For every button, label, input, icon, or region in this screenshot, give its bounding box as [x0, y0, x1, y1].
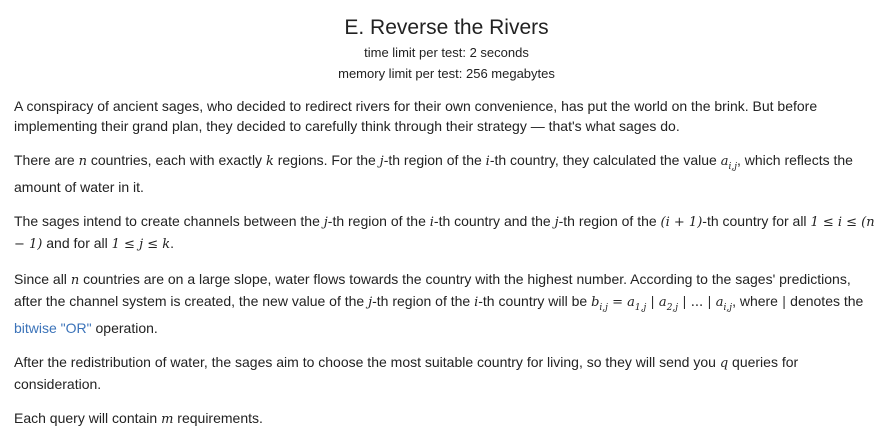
math-or: |	[646, 295, 659, 310]
problem-header: E. Reverse the Rivers time limit per tes…	[0, 0, 893, 84]
math-i-plus-1: (i + 1)	[660, 215, 703, 230]
math-q: q	[719, 356, 729, 371]
statement-text: After the redistribution of water, the s…	[14, 354, 720, 370]
math-pipe: |	[781, 295, 787, 310]
math-i: i	[429, 215, 434, 230]
statement-text: countries are on a large slope, water fl…	[14, 271, 851, 309]
statement-paragraph-3: The sages intend to create channels betw…	[14, 211, 879, 255]
math-i: i	[485, 154, 490, 169]
statement-text: and for all	[42, 235, 112, 251]
math-i: i	[474, 295, 479, 310]
math-condition-i: 1 ≤ i ≤ (n − 1)	[14, 215, 875, 252]
math-n: n	[78, 154, 87, 169]
math-subscript: i,j	[723, 303, 733, 313]
statement-text: -th region of the	[383, 152, 486, 168]
statement-text: , where	[732, 293, 782, 309]
statement-text: -th region of the	[327, 213, 430, 229]
statement-text: -th region of the	[558, 213, 661, 229]
math-subscript: i,j	[599, 303, 608, 313]
statement-paragraph-6: Each query will contain m requirements.	[14, 408, 879, 430]
math-subscript: 2,j	[666, 303, 679, 313]
math-or-ellipsis: | ... |	[678, 295, 716, 310]
math-a: a	[627, 295, 635, 310]
memory-limit: memory limit per test: 256 megabytes	[338, 66, 555, 81]
statement-text: requirements.	[173, 410, 263, 426]
math-subscript: i,j	[728, 162, 737, 172]
math-a: a	[715, 295, 724, 310]
statement-text: operation.	[91, 320, 158, 336]
math-m: m	[161, 412, 174, 427]
statement-text: -th country and the	[433, 213, 555, 229]
math-subscript: 1,j	[634, 303, 647, 313]
statement-text: -th country, they calculated the value	[489, 152, 721, 168]
bitwise-or-link[interactable]: bitwise "OR"	[14, 320, 92, 336]
math-condition-j: 1 ≤ j ≤ k	[111, 237, 171, 252]
problem-statement: A conspiracy of ancient sages, who decid…	[14, 96, 879, 430]
statement-text: -th country for all	[702, 213, 811, 229]
math-j: j	[379, 154, 384, 169]
statement-paragraph-4: Since all n countries are on a large slo…	[14, 269, 879, 338]
statement-text: denotes the	[786, 293, 864, 309]
statement-text: The sages intend to create channels betw…	[14, 213, 324, 229]
statement-text: queries for consideration.	[14, 354, 799, 392]
math-n: n	[70, 273, 80, 288]
math-b: b	[591, 295, 600, 310]
statement-text: Each query will contain	[14, 410, 162, 426]
statement-text: -th country will be	[478, 293, 592, 309]
statement-text: , which reflects the amount of water in …	[14, 152, 853, 195]
statement-text: countries, each with exactly	[86, 152, 266, 168]
math-a: a	[658, 295, 667, 310]
statement-text: Since all	[14, 271, 71, 287]
statement-text: A conspiracy of ancient sages, who decid…	[14, 98, 818, 134]
statement-text: .	[170, 235, 175, 251]
math-equals: =	[607, 295, 628, 310]
math-k: k	[265, 154, 274, 169]
statement-paragraph-1: A conspiracy of ancient sages, who decid…	[14, 96, 879, 136]
statement-text: -th region of the	[372, 293, 475, 309]
statement-text: regions. For the	[273, 152, 380, 168]
math-j: j	[323, 215, 328, 230]
formula-b: bi,j = a1,j | a2,j | ... | ai,j	[591, 293, 732, 313]
problem-title: E. Reverse the Rivers	[344, 16, 549, 39]
statement-text: There are	[14, 152, 79, 168]
time-limit: time limit per test: 2 seconds	[364, 45, 529, 60]
math-j: j	[554, 215, 559, 230]
math-a: a	[720, 154, 729, 169]
math-j: j	[368, 295, 373, 310]
statement-paragraph-2: There are n countries, each with exactly…	[14, 150, 879, 197]
statement-paragraph-5: After the redistribution of water, the s…	[14, 352, 879, 394]
